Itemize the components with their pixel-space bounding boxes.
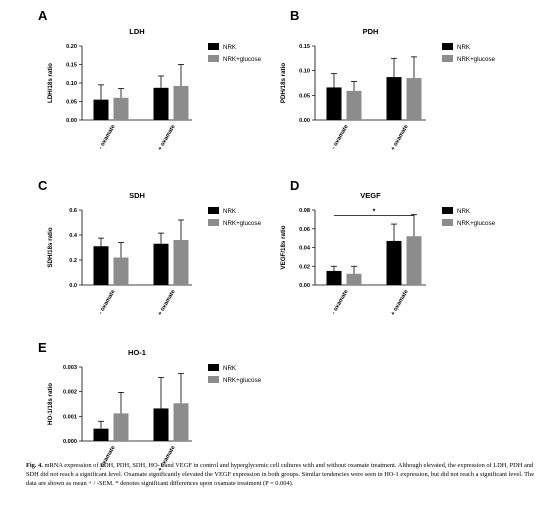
x-category-label-b: + oxamate — [390, 123, 410, 151]
y-tick-label-c: 0.6 — [69, 208, 77, 214]
legend-swatch-d-nrk-glucose — [442, 219, 453, 226]
x-category-label-c: - oxamate — [98, 288, 117, 315]
y-tick-label-c: 0.2 — [69, 258, 77, 264]
legend-label-b-nrk: NRK — [457, 44, 471, 51]
chart-title-d: VEGF — [360, 191, 381, 200]
x-category-label-b: - oxamate — [331, 123, 350, 150]
bar-d-nrk-minus-oxamate — [326, 270, 342, 285]
bar-c-nrk-plus-oxamate — [153, 243, 169, 285]
caption-lead: Fig. 4. — [26, 462, 43, 469]
x-category-label-d: + oxamate — [390, 288, 410, 316]
bar-d-nrk-glucose-plus-oxamate — [406, 236, 422, 285]
chart-title-e: HO-1 — [128, 348, 146, 357]
bar-a-nrk-glucose-plus-oxamate — [173, 85, 189, 120]
legend-label-a-nrk: NRK — [223, 44, 237, 51]
y-tick-label-e: 0.001 — [63, 414, 77, 420]
legend-swatch-d-nrk — [442, 207, 453, 214]
bar-b-nrk-plus-oxamate — [386, 77, 402, 120]
y-tick-label-b: 0.10 — [299, 69, 310, 75]
y-tick-label-d: 0.02 — [299, 264, 310, 270]
y-tick-label-d: 0.00 — [299, 283, 310, 289]
y-tick-label-e: 0.003 — [63, 365, 77, 371]
x-category-label-c: + oxamate — [157, 288, 177, 316]
y-tick-label-a: 0.10 — [66, 81, 77, 87]
bar-b-nrk-minus-oxamate — [326, 87, 342, 120]
legend-label-c-nrk: NRK — [223, 208, 237, 215]
y-tick-label-d: 0.08 — [299, 208, 310, 214]
bar-c-nrk-minus-oxamate — [93, 246, 109, 285]
y-tick-label-d: 0.04 — [299, 246, 311, 252]
bar-e-nrk-glucose-plus-oxamate — [173, 403, 189, 441]
bar-e-nrk-glucose-minus-oxamate — [113, 413, 129, 441]
legend-swatch-a-nrk-glucose — [208, 55, 219, 62]
significance-label-d: * — [373, 209, 376, 216]
x-category-label-a: + oxamate — [157, 123, 177, 151]
y-tick-label-a: 0.15 — [66, 63, 77, 69]
y-tick-label-a: 0.05 — [66, 100, 77, 106]
bar-a-nrk-glucose-minus-oxamate — [113, 97, 129, 120]
chart-title-b: PDH — [363, 27, 379, 36]
bar-a-nrk-plus-oxamate — [153, 87, 169, 120]
legend-swatch-b-nrk-glucose — [442, 55, 453, 62]
panel-letter-e: E — [38, 340, 47, 355]
bar-e-nrk-plus-oxamate — [153, 408, 169, 441]
bar-b-nrk-glucose-plus-oxamate — [406, 78, 422, 120]
legend-label-a-nrk-glucose: NRK+glucose — [223, 56, 262, 63]
legend-label-d-nrk: NRK — [457, 208, 471, 215]
figure-caption: Fig. 4. mRNA expression of LDH, PDH, SDH… — [26, 461, 536, 489]
y-tick-label-b: 0.05 — [299, 93, 310, 99]
legend-label-e-nrk: NRK — [223, 365, 237, 372]
legend-swatch-c-nrk — [208, 207, 219, 214]
panel-letter-b: B — [290, 8, 300, 23]
y-tick-label-b: 0.15 — [299, 44, 310, 50]
bar-e-nrk-minus-oxamate — [93, 428, 109, 441]
bar-c-nrk-glucose-plus-oxamate — [173, 240, 189, 285]
legend-swatch-b-nrk — [442, 43, 453, 50]
y-axis-label-b: PDH/18s ratio — [280, 63, 287, 103]
legend-label-b-nrk-glucose: NRK+glucose — [457, 56, 496, 63]
bar-d-nrk-plus-oxamate — [386, 240, 402, 285]
legend-swatch-e-nrk-glucose — [208, 376, 219, 383]
y-tick-label-a: 0.20 — [66, 44, 77, 50]
chart-title-a: LDH — [129, 27, 144, 36]
bar-c-nrk-glucose-minus-oxamate — [113, 257, 129, 285]
y-tick-label-e: 0.002 — [63, 390, 77, 396]
y-tick-label-d: 0.06 — [299, 227, 310, 233]
legend-label-e-nrk-glucose: NRK+glucose — [223, 377, 262, 384]
legend-swatch-c-nrk-glucose — [208, 219, 219, 226]
chart-title-c: SDH — [129, 191, 145, 200]
y-tick-label-a: 0.00 — [66, 118, 77, 124]
legend-swatch-a-nrk — [208, 43, 219, 50]
panel-letter-a: A — [38, 8, 48, 23]
y-tick-label-b: 0.00 — [299, 118, 310, 124]
panel-letter-d: D — [290, 178, 300, 193]
caption-text: mRNA expression of LDH, PDH, SDH, HO-1 a… — [26, 462, 535, 488]
y-axis-label-a: LDH/18s ratio — [47, 63, 54, 103]
bar-d-nrk-glucose-minus-oxamate — [346, 273, 362, 285]
y-tick-label-c: 0.0 — [69, 283, 77, 289]
y-tick-label-c: 0.4 — [69, 233, 78, 239]
legend-label-d-nrk-glucose: NRK+glucose — [457, 220, 496, 227]
legend-swatch-e-nrk — [208, 364, 219, 371]
x-category-label-d: - oxamate — [331, 288, 350, 315]
y-axis-label-c: SDH/18s ratio — [47, 227, 54, 267]
y-axis-label-e: HO-1/18s ratio — [47, 383, 54, 425]
y-axis-label-d: VEGF/18s ratio — [280, 225, 287, 269]
panel-letter-c: C — [38, 178, 48, 193]
bar-a-nrk-minus-oxamate — [93, 99, 109, 120]
y-tick-label-e: 0.000 — [63, 439, 77, 445]
x-category-label-a: - oxamate — [98, 123, 117, 150]
bar-b-nrk-glucose-minus-oxamate — [346, 90, 362, 120]
legend-label-c-nrk-glucose: NRK+glucose — [223, 220, 262, 227]
